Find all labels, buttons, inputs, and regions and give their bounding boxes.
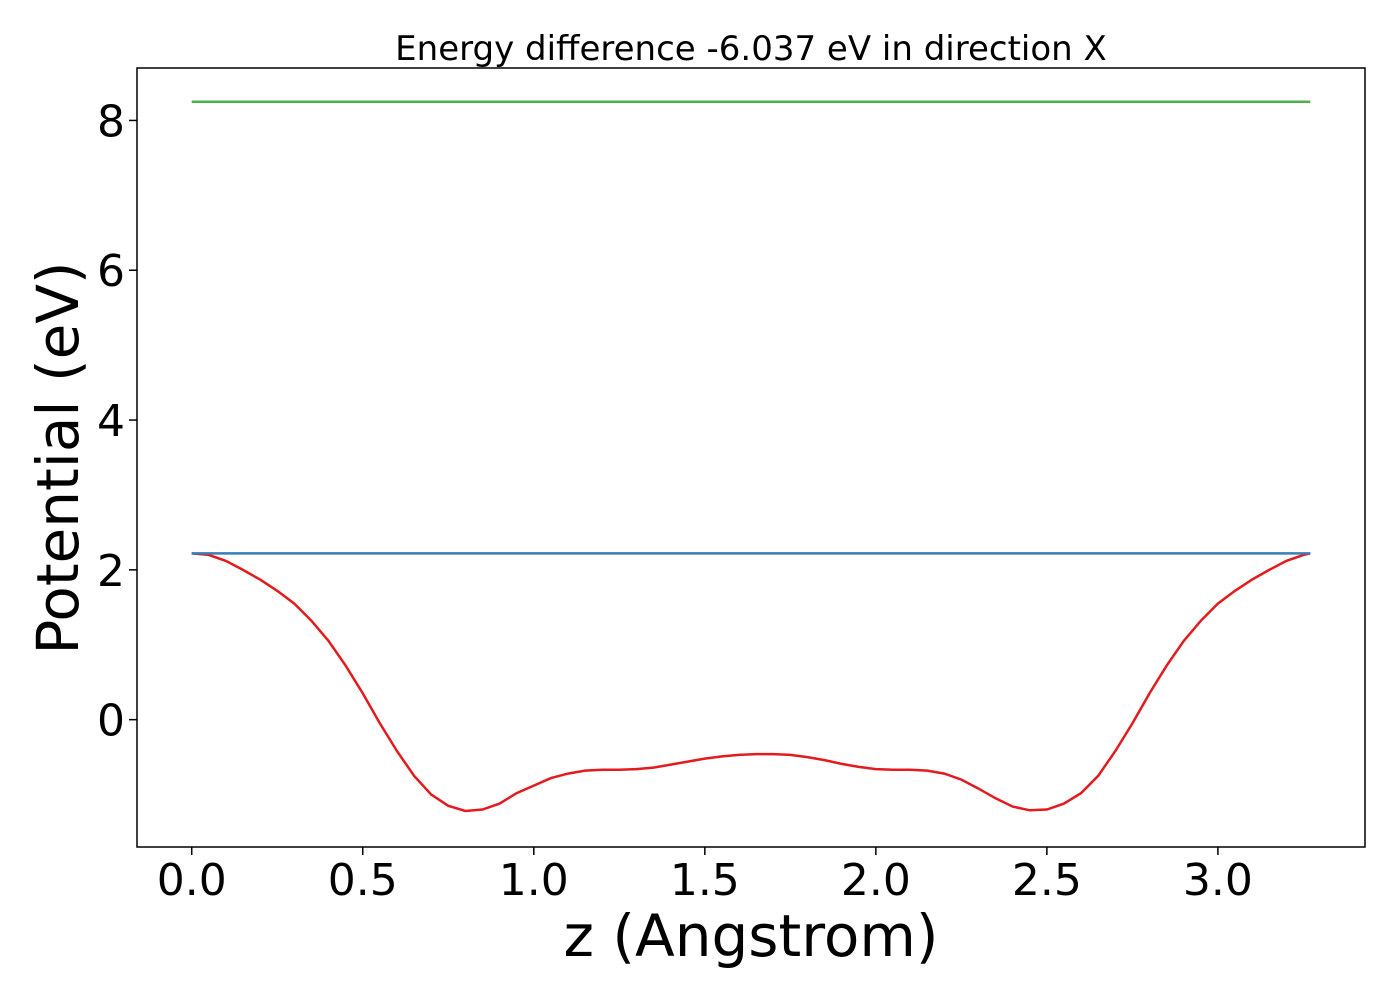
x-tick-label: 2.0 — [841, 855, 911, 906]
y-tick-label: 2 — [97, 546, 125, 597]
y-axis-ticks: 0 2 4 6 8 — [97, 96, 137, 747]
y-tick-label: 8 — [97, 96, 125, 147]
y-axis-label: Potential (eV) — [24, 261, 92, 654]
x-tick-label: 1.0 — [499, 855, 569, 906]
series-layer — [191, 100, 1311, 813]
y-tick-label: 6 — [97, 246, 125, 297]
x-tick-label: 3.0 — [1183, 855, 1253, 906]
series-line-1 — [191, 552, 1311, 813]
y-tick-label: 4 — [97, 396, 125, 447]
x-tick-label: 0.5 — [328, 855, 398, 906]
x-axis-ticks: 0.0 0.5 1.0 1.5 2.0 2.5 3.0 — [157, 847, 1253, 906]
x-axis-label: z (Angstrom) — [564, 902, 939, 970]
x-tick-label: 0.0 — [157, 855, 227, 906]
chart-title: Energy difference -6.037 eV in direction… — [395, 29, 1107, 69]
x-tick-label: 2.5 — [1012, 855, 1082, 906]
x-tick-label: 1.5 — [670, 855, 740, 906]
y-tick-label: 0 — [97, 696, 125, 747]
plot-area-frame — [136, 67, 1366, 848]
